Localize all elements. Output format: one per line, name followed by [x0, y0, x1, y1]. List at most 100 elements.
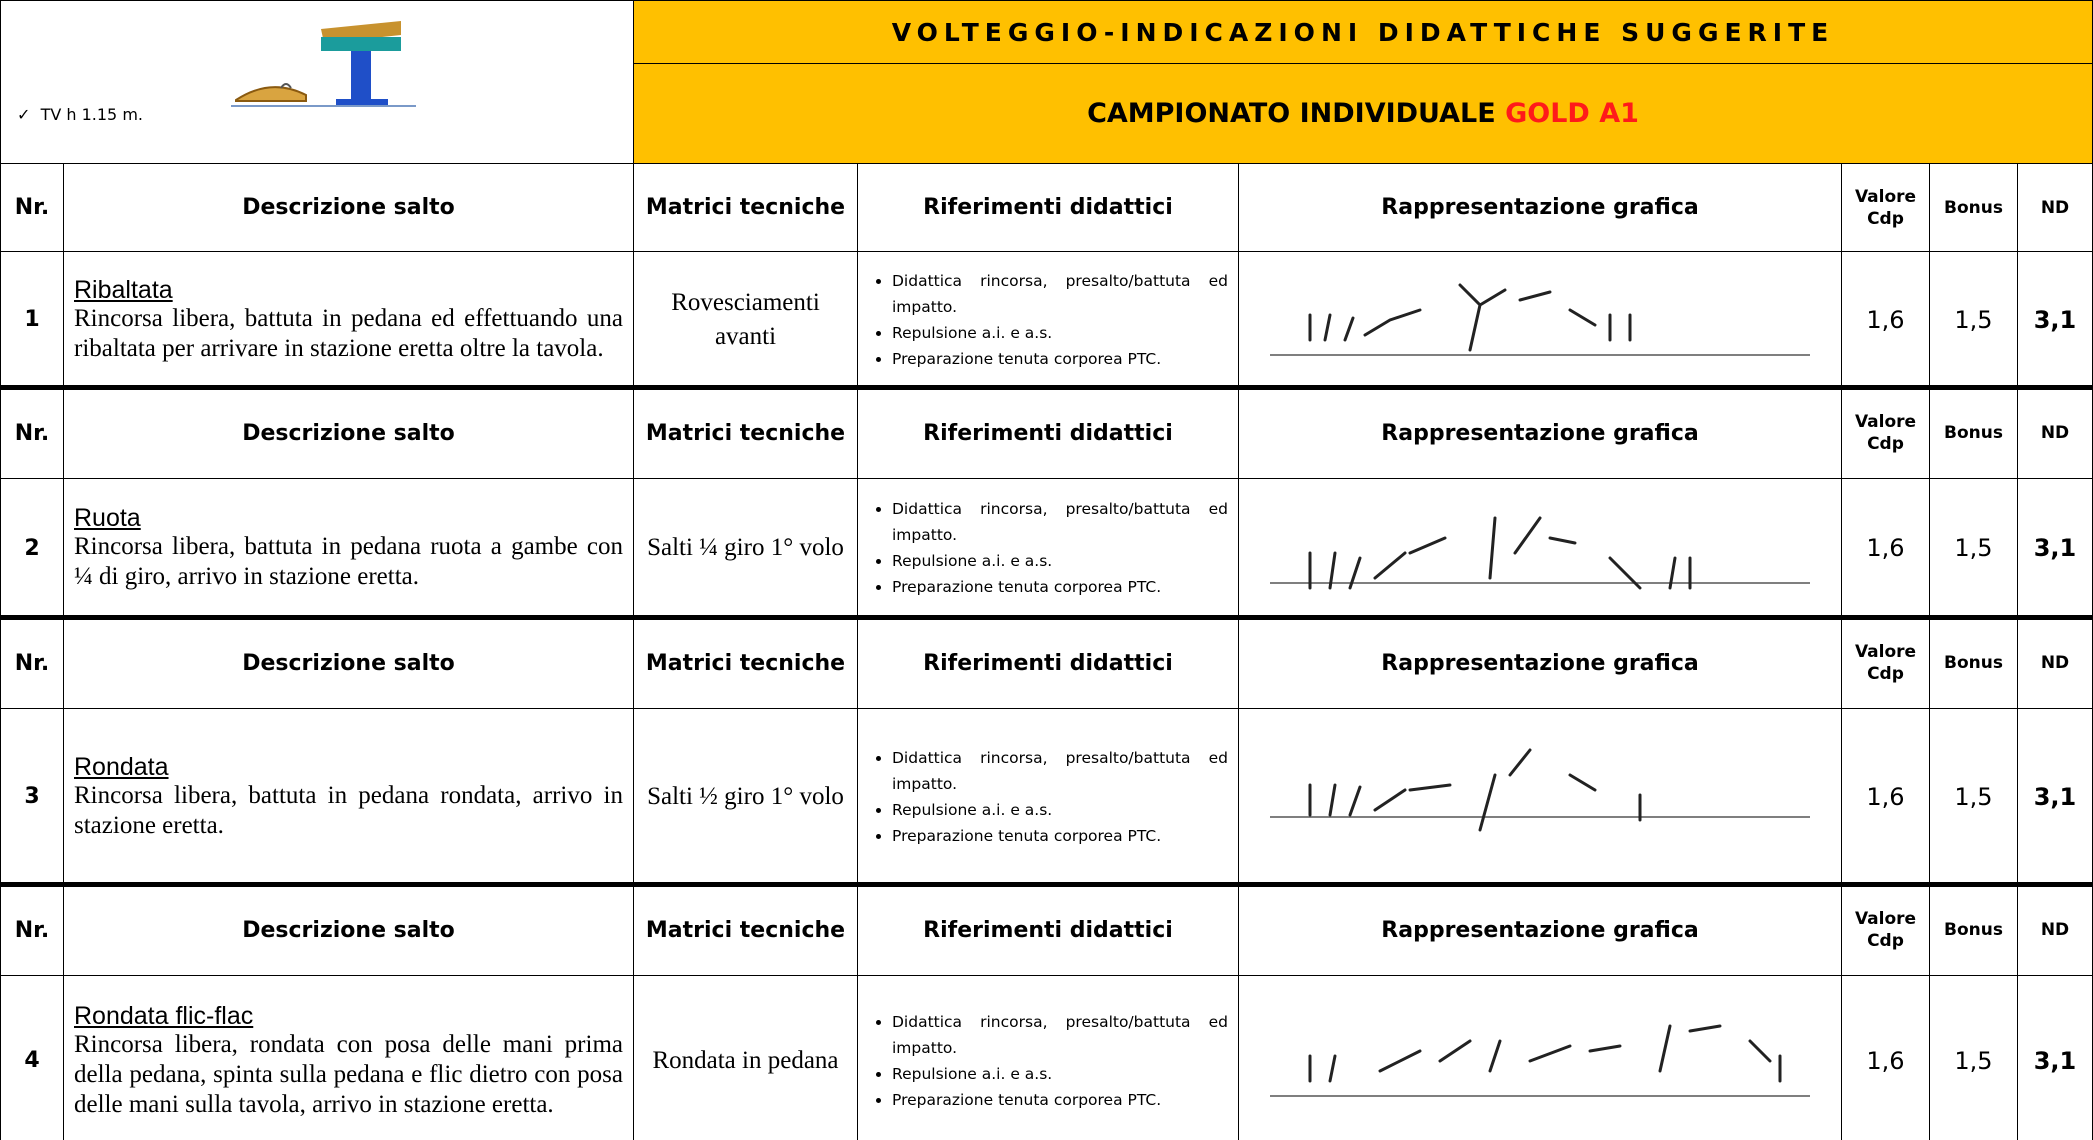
column-header: ND	[2017, 884, 2093, 976]
riferimenti-cell: Didattica rincorsa, presalto/battuta ed …	[857, 478, 1239, 618]
riferimenti-cell: Didattica rincorsa, presalto/battuta ed …	[857, 708, 1239, 885]
nd-cell: 3,1	[2017, 975, 2093, 1140]
column-header: Bonus	[1929, 884, 2018, 976]
column-header-text: Nr.	[14, 650, 50, 676]
desc-inner: Rondata Rincorsa libera, battuta in pedan…	[74, 753, 623, 841]
column-header-text: Matrici tecniche	[645, 650, 846, 676]
column-header-text: Descrizione salto	[242, 195, 455, 220]
jump-description: Rincorsa libera, rondata con posa delle …	[74, 1030, 623, 1118]
riferimenti-list: Didattica rincorsa, presalto/battuta ed …	[870, 745, 1228, 849]
matrici-cell: Salti ½ giro 1° volo	[633, 708, 858, 885]
nd: 3,1	[2033, 534, 2077, 562]
jump-name: Rondata	[74, 752, 169, 781]
illustration-cell	[1238, 708, 1842, 885]
figures	[1308, 283, 1632, 351]
matrici-cell: Rovesciamenti avanti	[633, 251, 858, 388]
column-header-text: Descrizione salto	[242, 650, 455, 676]
nr-cell: 3	[0, 708, 64, 885]
column-header-text: Nr.	[14, 195, 50, 220]
subtitle: CAMPIONATO INDIVIDUALE GOLD A1	[1087, 98, 1639, 129]
jump-nr: 2	[24, 535, 40, 561]
figures	[1308, 516, 1692, 590]
riferimento: Repulsione a.i. e a.s.	[892, 320, 1228, 346]
matrici: Salti ¼ giro 1° volo	[647, 534, 844, 561]
valore: 1,6	[1866, 305, 1905, 334]
desc-inner: Ribaltata Rincorsa libera, battuta in ped…	[74, 276, 623, 364]
riferimenti-list: Didattica rincorsa, presalto/battuta ed …	[870, 1009, 1228, 1113]
bonus: 1,5	[1954, 534, 1993, 562]
section-divider	[0, 882, 2093, 887]
subtitle-cell: CAMPIONATO INDIVIDUALE GOLD A1	[633, 63, 2093, 164]
column-header-text: Valore Cdp	[1854, 909, 1917, 951]
description-cell: Rondata flic-flac Rincorsa libera, rondat…	[63, 975, 634, 1140]
column-header: Nr.	[0, 163, 64, 252]
description-cell: Rondata Rincorsa libera, battuta in pedan…	[63, 708, 634, 885]
illustration	[1270, 283, 1810, 356]
column-header: Matrici tecniche	[633, 884, 858, 976]
riferimento: Preparazione tenuta corporea PTC.	[892, 823, 1228, 849]
description-cell: Ribaltata Rincorsa libera, battuta in ped…	[63, 251, 634, 388]
valore: 1,6	[1866, 1046, 1905, 1075]
jump-description: Rincorsa libera, battuta in pedana ed ef…	[74, 304, 623, 362]
riferimento: Repulsione a.i. e a.s.	[892, 797, 1228, 823]
column-header: Bonus	[1929, 387, 2018, 479]
illustration	[1270, 1024, 1810, 1097]
illustration-cell	[1238, 975, 1842, 1140]
column-header: ND	[2017, 387, 2093, 479]
column-header-text: Rappresentazione grafica	[1381, 917, 1699, 943]
column-header-text: Bonus	[1944, 653, 2003, 673]
valore-cell: 1,6	[1841, 251, 1930, 388]
column-header: Descrizione salto	[63, 387, 634, 479]
title-cell: VOLTEGGIO-INDICAZIONI DIDATTICHE SUGGERI…	[633, 0, 2093, 65]
riferimento: Didattica rincorsa, presalto/battuta ed …	[892, 745, 1228, 797]
riferimento: Repulsione a.i. e a.s.	[892, 1061, 1228, 1087]
jump-nr: 4	[24, 1048, 40, 1073]
bonus: 1,5	[1954, 782, 1993, 811]
desc-inner: Ruota Rincorsa libera, battuta in pedana …	[74, 504, 623, 592]
column-header-text: Bonus	[1944, 197, 2003, 218]
column-header: Nr.	[0, 617, 64, 709]
jump-name: Ruota	[74, 504, 141, 532]
section-divider	[0, 385, 2093, 390]
column-header-text: Rappresentazione grafica	[1381, 420, 1699, 446]
column-header: Rappresentazione grafica	[1238, 163, 1842, 252]
column-header: Valore Cdp	[1841, 884, 1930, 976]
bonus-cell: 1,5	[1929, 708, 2018, 885]
column-header-text: ND	[2040, 423, 2070, 443]
column-header-text: Rappresentazione grafica	[1381, 650, 1699, 676]
illustration	[1270, 516, 1810, 590]
figures	[1308, 748, 1642, 831]
column-header: Riferimenti didattici	[857, 163, 1239, 252]
column-header: Descrizione salto	[63, 617, 634, 709]
nd-cell: 3,1	[2017, 251, 2093, 388]
column-header: Riferimenti didattici	[857, 884, 1239, 976]
column-header-text: Matrici tecniche	[645, 917, 846, 943]
bonus: 1,5	[1954, 305, 1993, 334]
column-header-text: Matrici tecniche	[645, 195, 846, 220]
jump-description: Rincorsa libera, battuta in pedana ronda…	[74, 781, 623, 839]
column-header: Matrici tecniche	[633, 617, 858, 709]
matrici: Salti ½ giro 1° volo	[647, 782, 844, 810]
jump-name: Rondata flic-flac	[74, 1001, 254, 1030]
illustration-cell	[1238, 251, 1842, 388]
nr-cell: 1	[0, 251, 64, 388]
column-header-text: Riferimenti didattici	[923, 195, 1173, 220]
riferimenti-cell: Didattica rincorsa, presalto/battuta ed …	[857, 975, 1239, 1140]
riferimento: Didattica rincorsa, presalto/battuta ed …	[892, 496, 1228, 548]
bonus-cell: 1,5	[1929, 251, 2018, 388]
column-header: Bonus	[1929, 617, 2018, 709]
description-cell: Ruota Rincorsa libera, battuta in pedana …	[63, 478, 634, 618]
column-header-text: Descrizione salto	[242, 420, 455, 446]
nr-cell: 4	[0, 975, 64, 1140]
column-header-text: Riferimenti didattici	[923, 917, 1173, 943]
column-header-text: Descrizione salto	[242, 917, 455, 943]
nd-cell: 3,1	[2017, 478, 2093, 618]
column-header: Rappresentazione grafica	[1238, 617, 1842, 709]
valore: 1,6	[1866, 782, 1905, 811]
nd-cell: 3,1	[2017, 708, 2093, 885]
nd: 3,1	[2033, 1046, 2077, 1075]
column-header-text: ND	[2040, 197, 2070, 218]
bonus-cell: 1,5	[1929, 975, 2018, 1140]
subtitle-highlight: GOLD A1	[1505, 98, 1639, 129]
